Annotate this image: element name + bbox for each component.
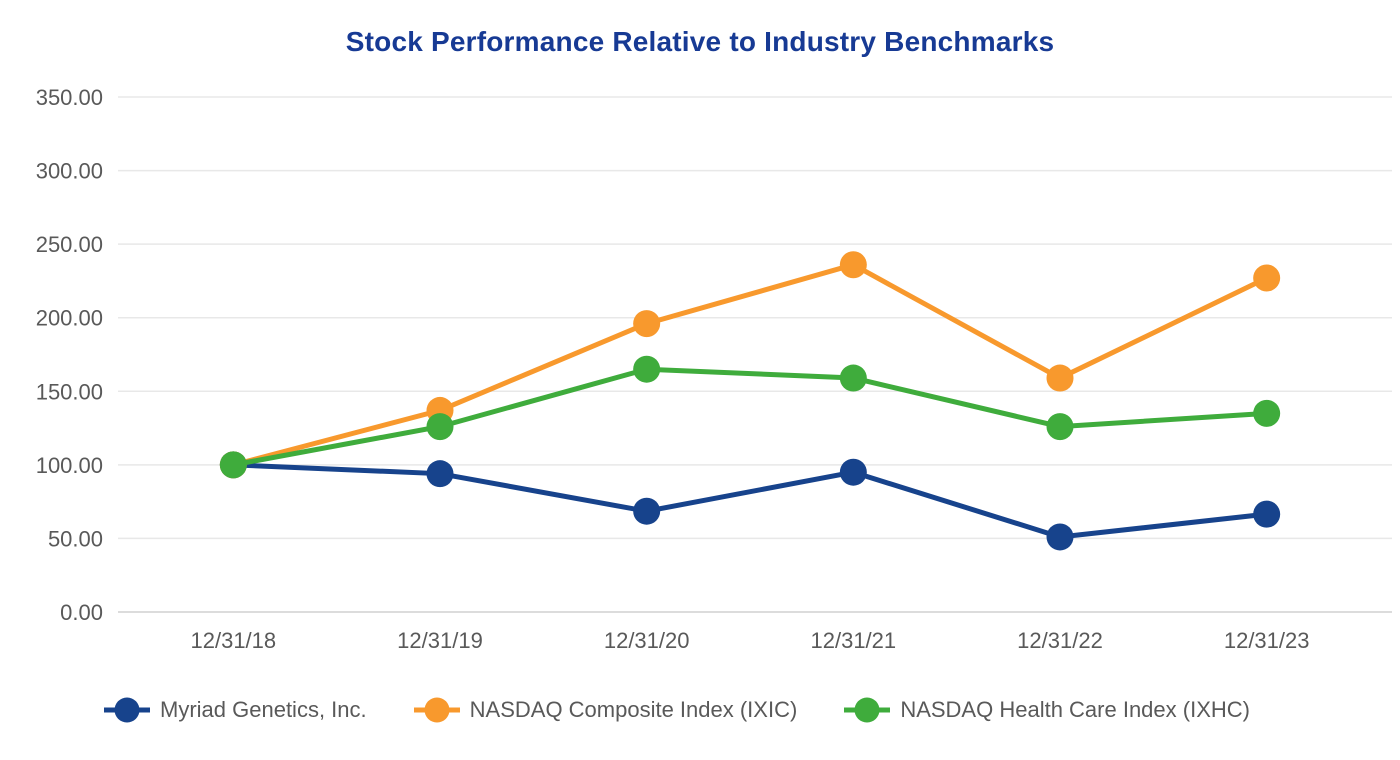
x-tick-label: 12/31/19: [397, 628, 483, 653]
y-tick-label: 200.00: [36, 306, 103, 331]
series-line-myriad-genetics-inc: [233, 462, 1267, 540]
data-point-nasdaq-composite-index-ixic: [839, 251, 867, 279]
data-point-nasdaq-composite-index-ixic: [633, 310, 661, 338]
y-tick-label: 300.00: [36, 159, 103, 184]
chart-legend: Myriad Genetics, Inc. NASDAQ Composite In…: [103, 690, 1250, 730]
y-tick-label: 150.00: [36, 379, 103, 404]
y-tick-label: 100.00: [36, 453, 103, 478]
data-point-nasdaq-health-care-index-ixhc: [1253, 399, 1281, 427]
legend-label: NASDAQ Composite Index (IXIC): [469, 697, 798, 722]
y-tick-label: 350.00: [36, 85, 103, 110]
chart-title: Stock Performance Relative to Industry B…: [345, 26, 1055, 57]
data-point-myriad-genetics-inc: [633, 497, 661, 525]
y-tick-label: 0.00: [60, 600, 103, 625]
legend-marker-icon: [844, 697, 891, 723]
data-point-myriad-genetics-inc: [426, 460, 454, 488]
y-tick-label: 250.00: [36, 232, 103, 257]
legend-item-myriad-genetics-inc: Myriad Genetics, Inc.: [103, 695, 367, 725]
x-tick-label: 12/31/22: [1017, 628, 1103, 653]
y-tick-label: 50.00: [48, 526, 103, 551]
x-tick-label: 12/31/18: [191, 628, 277, 653]
data-point-nasdaq-composite-index-ixic: [1046, 364, 1074, 392]
data-point-nasdaq-health-care-index-ixhc: [839, 364, 867, 392]
data-point-myriad-genetics-inc: [1046, 523, 1074, 551]
legend-marker-icon: [104, 697, 150, 723]
data-point-myriad-genetics-inc: [839, 458, 867, 486]
data-point-nasdaq-composite-index-ixic: [1253, 264, 1281, 292]
legend-marker-dot: [854, 697, 880, 723]
legend-marker-dot: [424, 697, 450, 723]
data-point-nasdaq-health-care-index-ixhc: [1046, 413, 1074, 441]
legend-label: Myriad Genetics, Inc.: [160, 697, 367, 722]
data-point-myriad-genetics-inc: [1253, 500, 1281, 528]
data-point-nasdaq-health-care-index-ixhc: [633, 355, 661, 383]
data-point-nasdaq-health-care-index-ixhc: [426, 413, 454, 441]
legend-item-nasdaq-health-care-index-ixhc: NASDAQ Health Care Index (IXHC): [843, 695, 1250, 725]
legend-marker-dot: [114, 697, 140, 723]
legend-item-nasdaq-composite-index-ixic: NASDAQ Composite Index (IXIC): [413, 695, 798, 725]
data-point-nasdaq-health-care-index-ixhc: [219, 451, 247, 479]
x-tick-label: 12/31/21: [811, 628, 897, 653]
series-line-nasdaq-composite-index-ixic: [232, 262, 1268, 468]
x-tick-label: 12/31/23: [1224, 628, 1310, 653]
series-line-nasdaq-health-care-index-ixhc: [232, 366, 1267, 468]
legend-marker-icon: [413, 697, 460, 723]
legend-label: NASDAQ Health Care Index (IXHC): [900, 697, 1250, 722]
x-tick-label: 12/31/20: [604, 628, 690, 653]
